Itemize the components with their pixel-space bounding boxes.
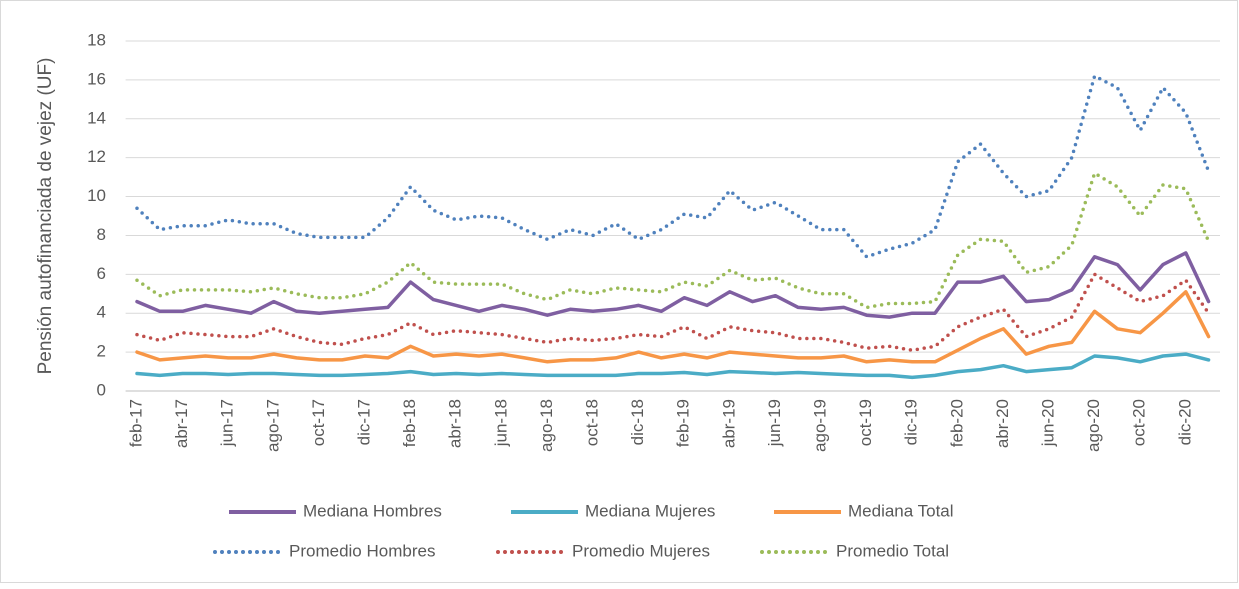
x-tick-label: abr-20 [993, 399, 1012, 448]
y-tick-label: 12 [87, 147, 106, 166]
x-tick-label: ago-20 [1084, 399, 1103, 452]
x-tick-label: abr-17 [172, 399, 191, 448]
x-tick-label: jun-19 [765, 399, 784, 447]
legend-label: Promedio Total [836, 541, 949, 560]
x-tick-label: oct-18 [582, 399, 601, 446]
y-tick-label: 14 [87, 108, 106, 127]
x-tick-label: jun-17 [218, 399, 237, 447]
y-tick-label: 10 [87, 186, 106, 205]
y-axis-label: Pensión autofinanciada de vejez (UF) [35, 58, 56, 375]
y-tick-label: 4 [97, 303, 106, 322]
x-tick-label: feb-19 [674, 399, 693, 447]
legend-label: Mediana Total [848, 501, 954, 520]
series-line [135, 74, 1211, 259]
series-line [135, 171, 1211, 310]
x-tick-label: dic-20 [1175, 399, 1194, 445]
series-line [135, 251, 1211, 319]
x-tick-label: ago-17 [263, 399, 282, 452]
x-tick-label: dic-19 [902, 399, 921, 445]
y-tick-label: 18 [87, 30, 106, 49]
x-tick-label: dic-18 [628, 399, 647, 445]
x-tick-label: dic-17 [354, 399, 373, 445]
y-tick-label: 16 [87, 69, 106, 88]
series-line [135, 352, 1211, 380]
y-tick-label: 6 [97, 264, 106, 283]
legend-label: Promedio Hombres [289, 541, 435, 560]
x-tick-label: ago-19 [810, 399, 829, 452]
legend-label: Mediana Mujeres [585, 501, 715, 520]
x-tick-label: oct-17 [309, 399, 328, 446]
x-tick-label: oct-19 [856, 399, 875, 446]
x-tick-label: oct-20 [1130, 399, 1149, 446]
y-tick-label: 0 [97, 380, 106, 399]
x-tick-label: feb-18 [400, 399, 419, 447]
y-tick-label: 2 [97, 342, 106, 361]
x-tick-label: feb-17 [126, 399, 145, 447]
x-tick-label: ago-18 [537, 399, 556, 452]
series-line [135, 290, 1211, 364]
legend-label: Promedio Mujeres [572, 541, 710, 560]
x-tick-label: abr-19 [719, 399, 738, 448]
x-tick-label: jun-20 [1038, 399, 1057, 447]
x-tick-label: abr-18 [446, 399, 465, 448]
x-tick-label: feb-20 [947, 399, 966, 447]
x-tick-label: jun-18 [491, 399, 510, 447]
legend-label: Mediana Hombres [303, 501, 442, 520]
y-tick-label: 8 [97, 225, 106, 244]
